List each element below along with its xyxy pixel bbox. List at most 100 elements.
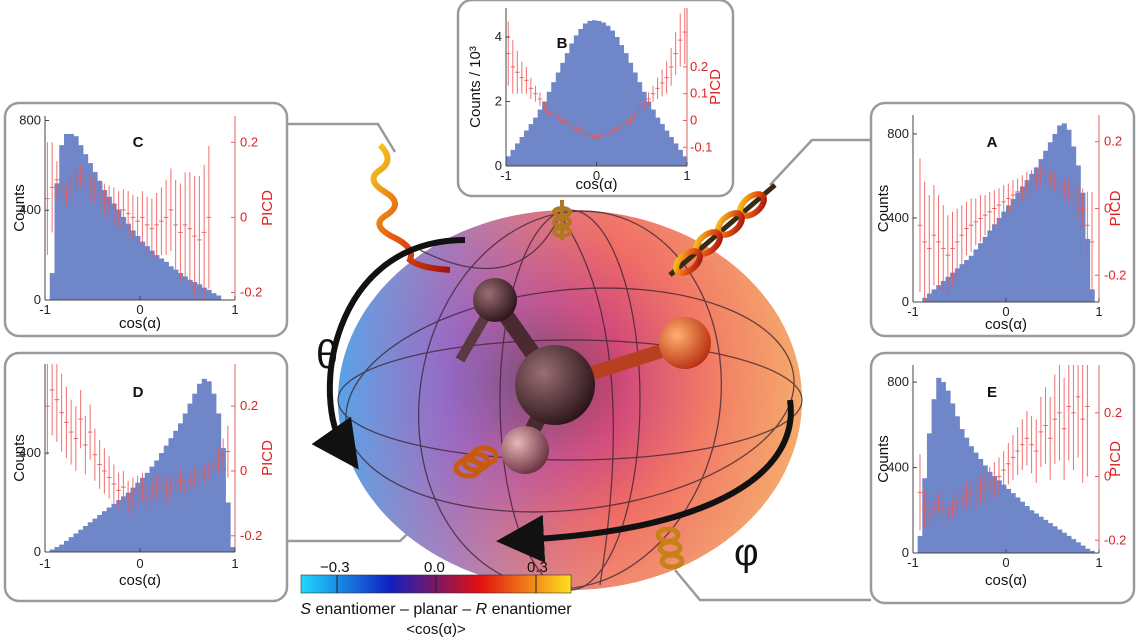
hist-bar xyxy=(1015,497,1021,553)
hist-bar xyxy=(187,279,193,300)
hist-bar xyxy=(677,149,683,166)
hist-bar xyxy=(982,236,988,302)
y-tick-label: 0 xyxy=(902,545,909,560)
hist-bar xyxy=(1010,493,1016,553)
x-tick-label: -1 xyxy=(500,168,512,183)
hist-bar xyxy=(87,522,93,552)
hist-bar xyxy=(116,500,122,552)
y-tick-label: 400 xyxy=(887,460,909,475)
panel-label: C xyxy=(133,134,144,151)
colorbar-quantity: <cos(α)> xyxy=(406,621,466,638)
y-tick-label: 0 xyxy=(902,294,909,309)
hist-bar xyxy=(968,255,974,302)
atom-top xyxy=(473,278,517,322)
hist-bar xyxy=(216,413,222,552)
connector-c xyxy=(287,122,397,153)
x-tick-label: 1 xyxy=(1095,304,1102,319)
hist-bar xyxy=(1019,501,1025,553)
hist-bar xyxy=(173,269,179,300)
hist-bar xyxy=(1047,142,1053,302)
atom-central xyxy=(515,345,595,425)
hist-bar xyxy=(569,43,575,166)
caption-end: enantiomer xyxy=(487,601,572,618)
hist-bar xyxy=(1080,192,1086,302)
x-tick-label: 1 xyxy=(231,302,238,317)
hist-bar xyxy=(632,72,638,166)
y-tick-label: 0 xyxy=(34,544,41,559)
hist-bar xyxy=(954,268,960,302)
hist-bar xyxy=(144,246,150,300)
hist-bar xyxy=(506,156,511,166)
y2-tick-label: -0.1 xyxy=(690,139,712,154)
hist-bar xyxy=(125,223,131,300)
hist-bar xyxy=(992,224,998,302)
hist-bar xyxy=(1024,180,1030,302)
x-tick-label: 1 xyxy=(1095,555,1102,570)
hist-bar xyxy=(121,496,127,552)
theta-symbol: θ xyxy=(316,333,338,377)
hist-bar xyxy=(1089,550,1095,553)
y2-tick-label: 0.2 xyxy=(1104,405,1122,420)
hist-bar xyxy=(206,289,212,300)
colorbar-ticks xyxy=(336,575,537,593)
y-axis-label: Counts / 10³ xyxy=(467,46,484,128)
picd-errorbars xyxy=(45,142,212,300)
y2-tick-label: 0 xyxy=(1104,469,1111,484)
helix-c-incoming xyxy=(370,142,451,273)
hist-bar xyxy=(216,295,222,300)
hist-bar xyxy=(149,466,155,552)
hist-bar xyxy=(1029,173,1035,302)
connector-lines xyxy=(287,122,871,602)
hist-bar xyxy=(1066,129,1072,302)
hist-bar xyxy=(1033,167,1039,302)
hist-bar xyxy=(978,243,984,302)
hist-bar xyxy=(111,203,117,300)
helix-e xyxy=(655,526,685,570)
hist-bar xyxy=(578,28,584,167)
colorbar-caption: S enantiomer – planar – R enantiomer xyxy=(300,601,572,618)
hist-bar xyxy=(1029,510,1035,553)
helix-top xyxy=(552,200,572,240)
hist-bar xyxy=(610,30,616,166)
phi-arrow xyxy=(496,399,794,563)
hist-bar xyxy=(628,62,634,166)
y2-tick-label: 0 xyxy=(240,209,247,224)
hist-bar xyxy=(49,273,55,300)
hist-bar xyxy=(140,241,146,300)
y-axis-label: Counts xyxy=(11,184,28,232)
y2-axis-label: PICD xyxy=(259,440,276,476)
hist-bar xyxy=(116,210,122,300)
hist-bar xyxy=(564,53,570,166)
x-axis-label: cos(α) xyxy=(119,572,161,589)
hist-bar xyxy=(1052,133,1058,302)
hist-bar xyxy=(992,476,998,553)
hist-bar xyxy=(83,526,89,552)
hist-bar xyxy=(135,482,141,552)
x-tick-label: 1 xyxy=(231,556,238,571)
hist-bar xyxy=(515,143,520,166)
hist-bar xyxy=(917,535,923,553)
hist-bar xyxy=(121,216,127,300)
helix-a-incoming xyxy=(668,183,777,277)
hist-bar xyxy=(1071,146,1077,302)
hist-bar xyxy=(551,82,557,166)
hist-bar xyxy=(135,236,141,300)
hist-bar xyxy=(64,540,70,552)
colorbar-tick-neg: −0.3 xyxy=(320,559,350,576)
hist-bar xyxy=(982,465,988,553)
y-tick-label: 400 xyxy=(887,210,909,225)
hist-bar xyxy=(106,196,112,300)
hist-bar xyxy=(964,259,970,302)
y-tick-label: 2 xyxy=(495,94,502,109)
panel-label: A xyxy=(987,134,998,151)
hist-bar xyxy=(144,472,150,552)
hist-bar xyxy=(1075,165,1081,302)
hist-bar xyxy=(1075,542,1081,553)
x-tick-label: 0 xyxy=(136,302,143,317)
picd-errorbars xyxy=(917,158,1095,302)
hist-bar xyxy=(1033,513,1039,553)
theta-arrow xyxy=(311,237,466,470)
histogram xyxy=(49,133,222,300)
hist-bar xyxy=(605,25,611,167)
hist-bar xyxy=(996,480,1002,553)
